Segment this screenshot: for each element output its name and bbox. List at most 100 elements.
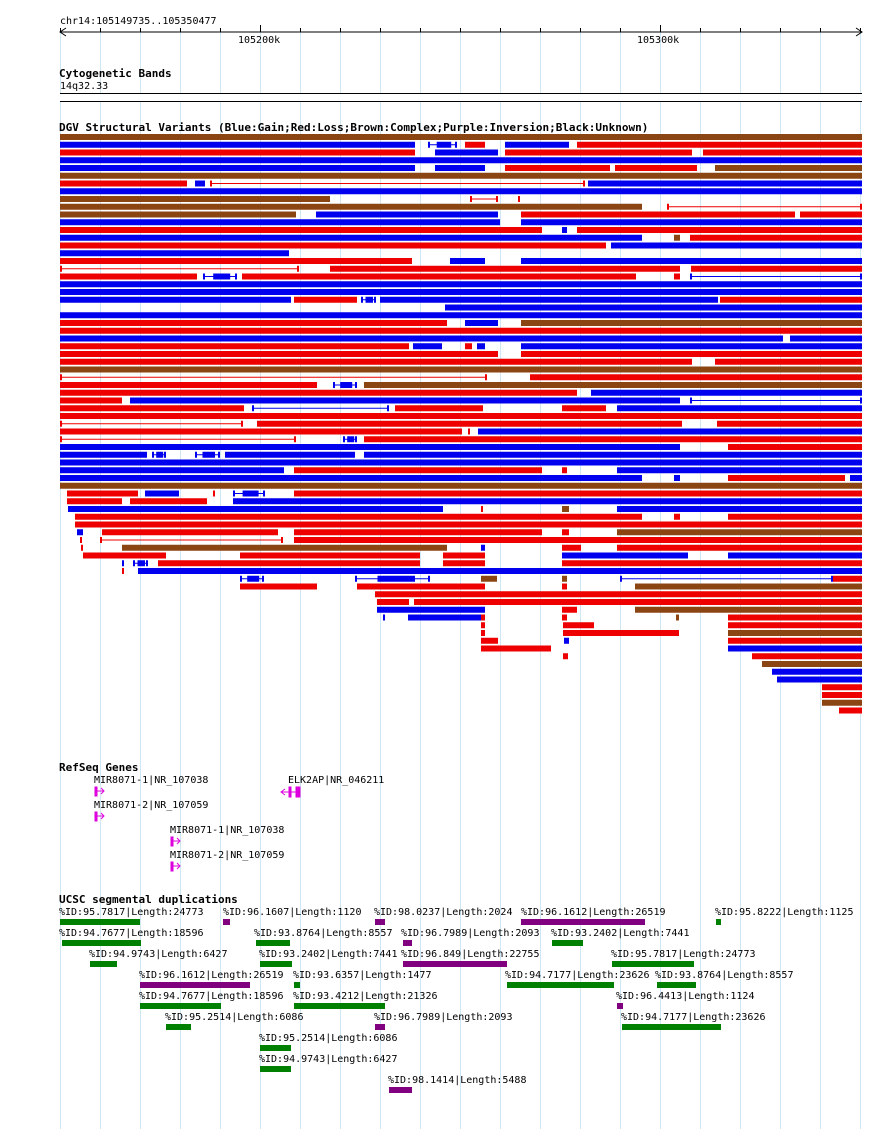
dgv-variant[interactable]: [75, 513, 642, 520]
dgv-variant[interactable]: [481, 506, 483, 512]
dgv-variant[interactable]: [408, 614, 485, 621]
dgv-variant[interactable]: [676, 614, 679, 621]
dgv-variant[interactable]: [577, 227, 862, 233]
dgv-variant[interactable]: [674, 273, 680, 280]
dgv-variant[interactable]: [257, 420, 682, 427]
dgv-variant[interactable]: [521, 343, 862, 350]
dgv-variant[interactable]: [67, 498, 122, 505]
dgv-variant[interactable]: [130, 498, 207, 505]
dgv-variant[interactable]: [728, 637, 862, 644]
dgv-variant[interactable]: [728, 444, 862, 450]
dgv-variant[interactable]: [850, 475, 862, 481]
dgv-variant[interactable]: [667, 203, 862, 210]
dgv-variant[interactable]: [60, 188, 862, 195]
dgv-variant[interactable]: [60, 180, 187, 187]
dgv-variant[interactable]: [564, 637, 569, 644]
dgv-variant[interactable]: [60, 389, 577, 396]
dgv-variant[interactable]: [60, 467, 284, 474]
ruler-axis[interactable]: [0, 22, 890, 72]
dgv-variant[interactable]: [60, 327, 862, 334]
dgv-variant[interactable]: [478, 428, 862, 435]
dgv-variant[interactable]: [674, 475, 680, 481]
dgv-variant[interactable]: [728, 552, 862, 559]
dgv-variant[interactable]: [60, 242, 606, 249]
dgv-variant[interactable]: [617, 529, 862, 536]
dgv-variant[interactable]: [60, 157, 862, 164]
dgv-variant[interactable]: [60, 141, 415, 148]
dgv-variant[interactable]: [77, 529, 83, 536]
dgv-variant[interactable]: [435, 149, 498, 156]
dgv-variant[interactable]: [465, 343, 472, 350]
dgv-variant[interactable]: [562, 467, 567, 474]
dgv-variant[interactable]: [562, 506, 569, 512]
dgv-variant[interactable]: [83, 552, 166, 559]
dgv-variant[interactable]: [674, 234, 680, 241]
dgv-variant[interactable]: [715, 358, 862, 365]
dgv-variant[interactable]: [445, 304, 862, 311]
dgv-variant[interactable]: [60, 234, 642, 241]
dgv-variant[interactable]: [60, 374, 487, 381]
dgv-variant[interactable]: [294, 296, 357, 303]
dgv-variant[interactable]: [122, 544, 447, 551]
dgv-variant[interactable]: [562, 529, 569, 536]
dgv-variant[interactable]: [60, 351, 498, 357]
dgv-variant[interactable]: [240, 583, 317, 590]
refseq-gene-glyphs[interactable]: [0, 770, 890, 880]
dgv-variant[interactable]: [690, 234, 862, 241]
dgv-variant[interactable]: [210, 180, 585, 187]
dgv-variant[interactable]: [364, 382, 862, 388]
dgv-variant[interactable]: [377, 606, 485, 613]
dgv-variant[interactable]: [60, 397, 122, 404]
dgv-variant[interactable]: [481, 630, 485, 636]
dgv-variant[interactable]: [75, 521, 862, 528]
dgv-variant[interactable]: [465, 141, 485, 148]
dgv-variant[interactable]: [752, 653, 862, 660]
dgv-variant[interactable]: [225, 451, 355, 458]
dgv-variant[interactable]: [195, 451, 220, 458]
dgv-variants[interactable]: [0, 132, 890, 752]
dgv-variant[interactable]: [60, 413, 862, 419]
dgv-variant[interactable]: [617, 506, 862, 512]
dgv-variant[interactable]: [294, 529, 542, 536]
dgv-variant[interactable]: [562, 575, 567, 582]
dgv-variant[interactable]: [294, 467, 542, 474]
dgv-variant[interactable]: [60, 405, 244, 412]
dgv-variant[interactable]: [777, 676, 862, 683]
dgv-variant[interactable]: [377, 599, 409, 605]
dgv-variant[interactable]: [562, 405, 606, 412]
dgv-variant[interactable]: [521, 320, 862, 326]
dgv-variant[interactable]: [481, 622, 485, 629]
dgv-variant[interactable]: [481, 575, 497, 582]
dgv-variant[interactable]: [617, 544, 862, 551]
dgv-variant[interactable]: [611, 242, 862, 249]
dgv-variant[interactable]: [60, 436, 296, 443]
dgv-variant[interactable]: [364, 436, 862, 443]
dgv-variant[interactable]: [240, 552, 420, 559]
dgv-variant[interactable]: [562, 552, 688, 559]
dgv-variant[interactable]: [562, 606, 577, 613]
dgv-variant[interactable]: [383, 614, 385, 621]
dgv-variant[interactable]: [138, 568, 862, 574]
dgv-variant[interactable]: [380, 296, 718, 303]
dgv-variant[interactable]: [364, 451, 862, 458]
dgv-variant[interactable]: [690, 273, 862, 280]
dgv-variant[interactable]: [80, 537, 82, 543]
dgv-variant[interactable]: [102, 529, 278, 536]
dgv-variant[interactable]: [620, 575, 833, 582]
dgv-variant[interactable]: [563, 630, 679, 636]
dgv-variant[interactable]: [122, 560, 124, 567]
dgv-variant[interactable]: [728, 630, 862, 636]
dgv-variant[interactable]: [833, 575, 862, 582]
dgv-variant[interactable]: [60, 149, 415, 156]
dgv-variant[interactable]: [435, 165, 485, 171]
dgv-variant[interactable]: [60, 165, 415, 171]
dgv-variant[interactable]: [60, 196, 330, 202]
dgv-variant[interactable]: [577, 141, 862, 148]
dgv-variant[interactable]: [717, 420, 862, 427]
dgv-variant[interactable]: [481, 645, 551, 652]
dgv-variant[interactable]: [152, 451, 166, 458]
dgv-variant[interactable]: [203, 273, 237, 280]
dgv-variant[interactable]: [60, 219, 500, 226]
dgv-variant[interactable]: [60, 428, 462, 435]
dgv-variant[interactable]: [361, 296, 376, 303]
